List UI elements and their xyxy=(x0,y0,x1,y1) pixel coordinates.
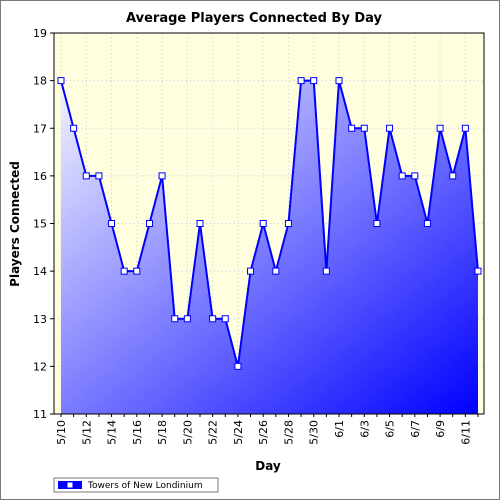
x-tick-label: 6/11 xyxy=(459,420,472,445)
data-point xyxy=(449,172,457,180)
x-tick-label: 5/20 xyxy=(181,420,194,445)
x-tick-label: 6/5 xyxy=(384,420,397,438)
data-point xyxy=(398,172,406,180)
data-point xyxy=(171,315,179,323)
x-axis-title: Day xyxy=(255,459,281,473)
y-tick-label: 16 xyxy=(33,170,47,183)
x-tick-label: 6/7 xyxy=(409,420,422,438)
data-point xyxy=(297,77,305,85)
data-point xyxy=(322,267,330,275)
y-tick-label: 19 xyxy=(33,27,47,40)
data-point xyxy=(461,124,469,132)
data-point xyxy=(70,124,78,132)
data-point xyxy=(411,172,419,180)
data-point xyxy=(373,220,381,227)
data-point xyxy=(360,124,368,132)
x-tick-label: 5/22 xyxy=(207,420,220,445)
y-axis-ticks: 11 12 13 14 15 16 17 18 19 xyxy=(33,27,54,421)
data-point xyxy=(272,267,280,275)
y-tick-label: 18 xyxy=(33,75,47,88)
data-point xyxy=(158,172,166,180)
data-point xyxy=(259,220,267,227)
y-tick-label: 12 xyxy=(33,360,47,373)
data-point xyxy=(108,220,116,227)
x-tick-label: 5/28 xyxy=(282,420,295,445)
y-tick-label: 15 xyxy=(33,218,47,231)
x-tick-label: 6/1 xyxy=(333,420,346,438)
y-tick-label: 13 xyxy=(33,313,47,326)
data-point xyxy=(423,220,431,227)
data-point xyxy=(95,172,103,180)
legend-label: Towers of New Londinium xyxy=(87,481,203,491)
x-tick-label: 5/16 xyxy=(131,420,144,445)
x-tick-label: 5/24 xyxy=(232,420,245,445)
x-tick-label: 5/14 xyxy=(106,420,119,445)
chart-title: Average Players Connected By Day xyxy=(126,11,382,26)
data-point xyxy=(247,267,255,275)
data-point xyxy=(284,220,292,227)
data-point xyxy=(133,267,141,275)
y-tick-label: 17 xyxy=(33,122,47,135)
legend-box xyxy=(53,477,219,493)
data-point xyxy=(82,172,90,180)
data-point xyxy=(145,220,153,227)
data-point xyxy=(348,124,356,132)
data-point xyxy=(183,315,191,323)
y-axis-title: Players Connected xyxy=(8,161,22,287)
x-tick-label: 5/18 xyxy=(156,420,169,445)
data-point xyxy=(196,220,204,227)
x-tick-label: 6/9 xyxy=(434,420,447,438)
y-tick-label: 11 xyxy=(33,408,47,421)
data-point xyxy=(386,124,394,132)
x-tick-label: 5/10 xyxy=(55,420,68,445)
data-point xyxy=(474,267,482,275)
legend: Towers of New Londinium xyxy=(53,477,219,493)
data-point xyxy=(234,362,242,370)
series-line xyxy=(60,79,479,367)
data-point xyxy=(209,315,217,323)
data-point xyxy=(436,124,444,132)
x-tick-label: 5/30 xyxy=(308,420,321,445)
data-point xyxy=(335,77,343,85)
y-tick-label: 14 xyxy=(33,265,47,278)
x-tick-label: 5/12 xyxy=(80,420,93,445)
data-markers xyxy=(57,77,482,370)
data-point xyxy=(310,77,318,85)
data-point xyxy=(221,315,229,323)
x-axis-ticks: 5/10 5/12 5/14 5/16 5/18 5/20 5/22 5/24 5/26 5/28… xyxy=(55,414,479,445)
x-tick-label: 6/3 xyxy=(358,420,371,438)
data-point xyxy=(120,267,128,275)
data-point xyxy=(57,77,65,85)
x-tick-label: 5/26 xyxy=(257,420,270,445)
legend-marker-icon xyxy=(66,481,74,489)
